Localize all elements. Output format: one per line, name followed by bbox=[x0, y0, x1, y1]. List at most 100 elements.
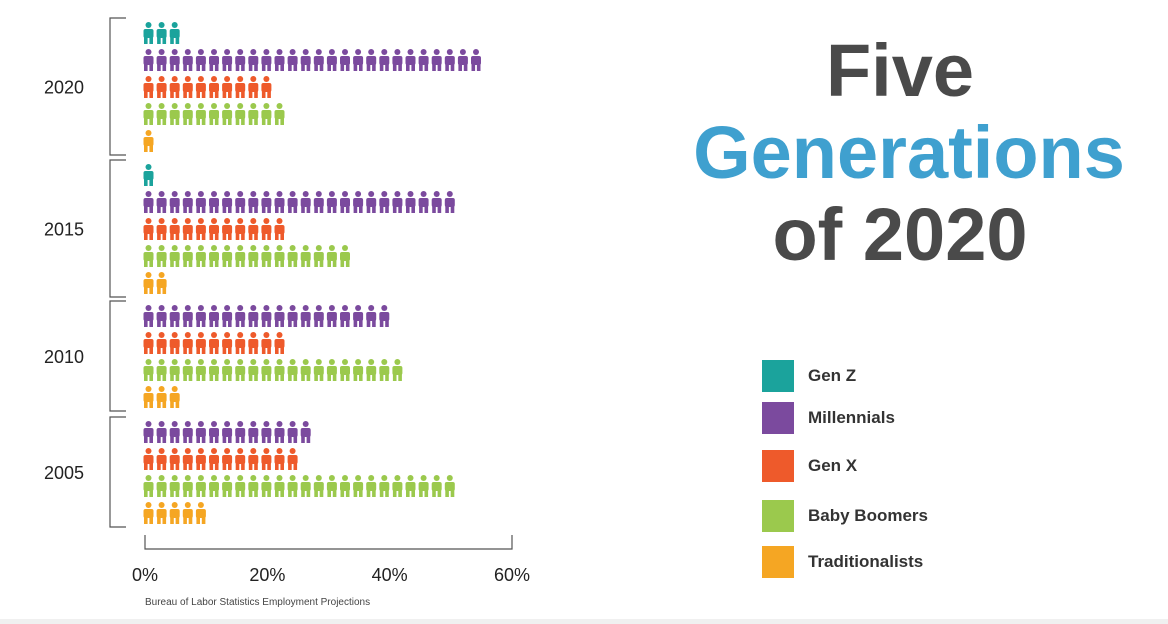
person-icon bbox=[340, 245, 350, 267]
person-icon bbox=[143, 272, 154, 294]
person-icon bbox=[261, 218, 272, 240]
person-icon bbox=[444, 191, 455, 213]
person-icon bbox=[169, 49, 180, 71]
person-icon bbox=[169, 359, 180, 381]
person-icon bbox=[392, 49, 403, 71]
person-icon bbox=[222, 191, 233, 213]
person-icon bbox=[169, 421, 180, 443]
person-icon bbox=[353, 305, 364, 327]
person-icon bbox=[209, 49, 219, 71]
legend-swatch bbox=[762, 500, 794, 532]
person-icon bbox=[261, 332, 272, 354]
person-icon bbox=[143, 103, 154, 125]
person-icon bbox=[326, 475, 337, 497]
person-icon bbox=[366, 191, 377, 213]
person-icon bbox=[182, 421, 193, 443]
person-icon bbox=[366, 359, 377, 381]
bar-baby-boomers-2020 bbox=[143, 103, 285, 125]
person-icon bbox=[195, 502, 206, 524]
person-icon bbox=[340, 305, 350, 327]
person-icon bbox=[248, 305, 259, 327]
person-icon bbox=[195, 191, 206, 213]
person-icon bbox=[287, 191, 298, 213]
person-icon bbox=[195, 332, 206, 354]
x-tick-label: 20% bbox=[249, 565, 285, 585]
legend-swatch bbox=[762, 450, 794, 482]
person-icon bbox=[156, 191, 167, 213]
bar-baby-boomers-2005 bbox=[143, 475, 455, 497]
person-icon bbox=[274, 49, 285, 71]
group-bracket bbox=[109, 17, 126, 156]
person-icon bbox=[326, 191, 337, 213]
person-icon bbox=[169, 245, 180, 267]
person-icon bbox=[261, 76, 272, 98]
legend-label: Millennials bbox=[808, 408, 895, 427]
group-bracket bbox=[109, 159, 126, 298]
person-icon bbox=[195, 49, 206, 71]
person-icon bbox=[143, 502, 154, 524]
person-icon bbox=[300, 475, 311, 497]
legend-swatch bbox=[762, 546, 794, 578]
title-line-five: Five bbox=[825, 29, 975, 112]
person-icon bbox=[235, 448, 246, 470]
bar-gen-x-2010 bbox=[143, 332, 285, 354]
year-label: 2005 bbox=[44, 463, 84, 483]
pictogram-chart: 2020 2015 2010 2005 0% 20% 40% 60% bbox=[44, 17, 530, 585]
person-icon bbox=[143, 76, 154, 98]
person-icon bbox=[261, 49, 272, 71]
person-icon bbox=[274, 332, 285, 354]
person-icon bbox=[182, 191, 193, 213]
person-icon bbox=[182, 218, 193, 240]
person-icon bbox=[209, 218, 219, 240]
person-icon bbox=[222, 332, 233, 354]
person-icon bbox=[195, 76, 206, 98]
year-label: 2015 bbox=[44, 220, 84, 240]
bar-traditionalists-2015 bbox=[143, 272, 167, 294]
person-icon bbox=[405, 475, 416, 497]
person-icon bbox=[222, 76, 233, 98]
person-icon bbox=[287, 475, 298, 497]
person-icon bbox=[366, 49, 377, 71]
person-icon bbox=[156, 502, 167, 524]
legend-label: Gen X bbox=[808, 456, 858, 475]
person-icon bbox=[235, 332, 246, 354]
bottom-divider bbox=[0, 619, 1168, 624]
person-icon bbox=[287, 421, 298, 443]
person-icon bbox=[392, 191, 403, 213]
bar-millennials-2015 bbox=[143, 191, 455, 213]
person-icon bbox=[143, 22, 154, 44]
person-icon bbox=[169, 218, 180, 240]
group-bracket bbox=[109, 416, 126, 528]
x-tick-label: 0% bbox=[132, 565, 158, 585]
year-label: 2020 bbox=[44, 78, 84, 98]
person-icon bbox=[248, 448, 259, 470]
person-icon bbox=[169, 502, 180, 524]
person-icon bbox=[235, 76, 246, 98]
person-icon bbox=[195, 305, 206, 327]
bar-gen-x-2005 bbox=[143, 448, 298, 470]
person-icon bbox=[169, 448, 180, 470]
person-icon bbox=[209, 448, 219, 470]
person-icon bbox=[156, 103, 167, 125]
person-icon bbox=[222, 218, 233, 240]
person-icon bbox=[405, 191, 416, 213]
person-icon bbox=[353, 191, 364, 213]
person-icon bbox=[300, 49, 311, 71]
person-icon bbox=[313, 191, 324, 213]
person-icon bbox=[431, 49, 442, 71]
person-icon bbox=[156, 22, 167, 44]
person-icon bbox=[182, 359, 193, 381]
title-line-generations: Generations bbox=[693, 111, 1125, 194]
person-icon bbox=[379, 359, 390, 381]
person-icon bbox=[248, 421, 259, 443]
person-icon bbox=[379, 305, 390, 327]
person-icon bbox=[300, 245, 311, 267]
bar-millennials-2020 bbox=[143, 49, 481, 71]
person-icon bbox=[169, 305, 180, 327]
person-icon bbox=[326, 245, 337, 267]
person-icon bbox=[248, 76, 259, 98]
person-icon bbox=[235, 103, 246, 125]
person-icon bbox=[182, 332, 193, 354]
person-icon bbox=[261, 475, 272, 497]
x-axis: 0% 20% 40% 60% bbox=[132, 535, 530, 585]
